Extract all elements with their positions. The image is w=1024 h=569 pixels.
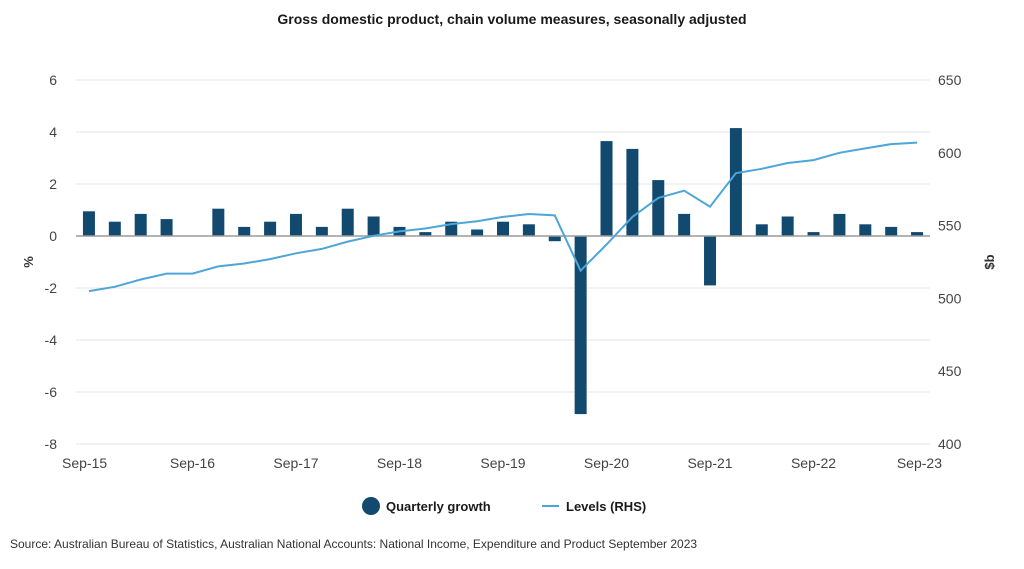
right-axis-ticks: 650 600 550 500 450 400 [938, 72, 962, 452]
bar [238, 226, 251, 236]
bar [911, 232, 924, 236]
bar [704, 236, 717, 286]
bar-series [82, 128, 924, 415]
source-note: Source: Australian Bureau of Statistics,… [10, 537, 697, 551]
x-tick-label: Sep-15 [62, 455, 107, 471]
x-axis-ticks: Sep-15 Sep-16 Sep-17 Sep-18 Sep-19 Sep-20 Sep-… [62, 455, 942, 471]
left-tick-label: 0 [49, 228, 57, 244]
bar [341, 208, 354, 236]
bar [600, 141, 613, 236]
x-tick-label: Sep-22 [791, 455, 836, 471]
bar [264, 221, 277, 236]
bar [885, 226, 898, 236]
legend-label-levels: Levels (RHS) [566, 499, 646, 514]
bar [315, 226, 328, 236]
legend-label-quarterly-growth: Quarterly growth [386, 499, 491, 514]
x-tick-label: Sep-16 [170, 455, 215, 471]
x-tick-label: Sep-18 [377, 455, 422, 471]
bar [859, 224, 872, 236]
right-tick-label: 450 [938, 363, 962, 379]
right-tick-label: 600 [938, 145, 962, 161]
bar [212, 208, 225, 236]
x-tick-label: Sep-17 [273, 455, 318, 471]
legend-swatch-quarterly-growth [362, 497, 380, 515]
bar [497, 221, 509, 236]
left-tick-label: -4 [45, 332, 58, 348]
bar [548, 236, 561, 242]
bar [678, 213, 691, 236]
bar [729, 128, 742, 236]
x-tick-label: Sep-20 [584, 455, 629, 471]
bar [522, 224, 535, 236]
x-tick-label: Sep-23 [897, 455, 942, 471]
bar [626, 148, 639, 236]
bar [755, 224, 768, 236]
legend: Quarterly growth Levels (RHS) [362, 497, 646, 515]
levels-line [88, 141, 918, 293]
bar [807, 232, 820, 236]
left-tick-label: 4 [49, 124, 57, 140]
bar [160, 219, 173, 236]
bar [574, 236, 587, 415]
right-tick-label: 500 [938, 290, 962, 306]
left-tick-label: -2 [45, 280, 58, 296]
bar [134, 213, 147, 236]
right-axis-label: $b [982, 254, 997, 269]
x-tick-label: Sep-21 [687, 455, 732, 471]
gridlines [76, 79, 930, 445]
left-tick-label: 6 [49, 72, 57, 88]
bar [781, 216, 794, 236]
left-axis-ticks: 6 4 2 0 -2 -4 -6 -8 [45, 72, 58, 452]
right-tick-label: 550 [938, 218, 962, 234]
bar [367, 216, 380, 236]
bar [289, 213, 302, 236]
chart-title: Gross domestic product, chain volume mea… [277, 11, 746, 27]
left-tick-label: -8 [45, 436, 58, 452]
right-tick-label: 400 [938, 436, 962, 452]
bar [471, 229, 484, 236]
bar [108, 221, 121, 236]
left-axis-label: % [21, 256, 36, 268]
bar [652, 180, 665, 236]
bar [419, 232, 432, 236]
bar [82, 211, 95, 236]
x-tick-label: Sep-19 [480, 455, 525, 471]
left-tick-label: -6 [45, 384, 58, 400]
bar [833, 213, 846, 236]
right-tick-label: 650 [938, 72, 962, 88]
left-tick-label: 2 [49, 176, 57, 192]
